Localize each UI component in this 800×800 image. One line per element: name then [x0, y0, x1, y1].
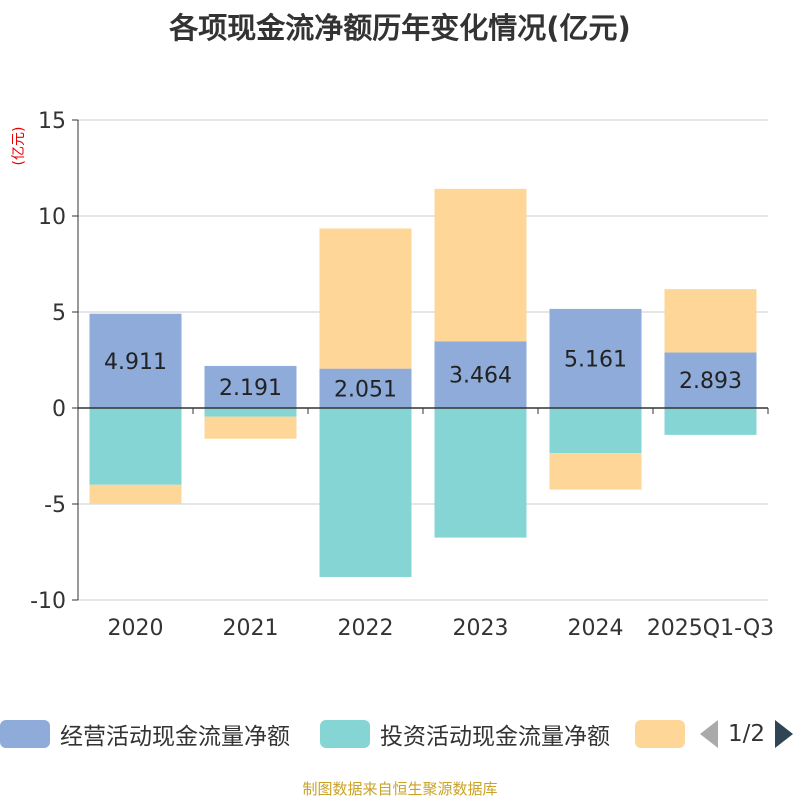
y-tick-label: 15	[38, 109, 66, 134]
x-tick-label: 2024	[568, 616, 624, 641]
bar-data-label: 4.911	[104, 350, 167, 375]
bar-operating-2024	[549, 308, 642, 408]
bar-investing-2020	[89, 408, 182, 485]
x-tick-label: 2025Q1-Q3	[647, 616, 774, 641]
bar-financing-2021	[204, 416, 297, 439]
bar-data-label: 5.161	[564, 347, 627, 372]
bar-financing-2022	[319, 228, 412, 369]
chart-canvas: 15 10 5 0 -5 -10 4.911 2.191 2.051 3.464 5.161 2.89…	[30, 109, 774, 641]
x-tick-label: 2023	[453, 616, 509, 641]
legend-next-page-icon[interactable]	[775, 720, 794, 748]
bar-financing-2024	[549, 453, 642, 490]
bar-operating-2023	[434, 341, 527, 408]
legend-swatch-operating	[0, 720, 50, 748]
legend-pager: 1/2	[700, 712, 794, 756]
bar-investing-2025Q1-Q3	[664, 408, 757, 435]
bar-financing-2020	[89, 484, 182, 504]
bar-investing-2021	[204, 408, 297, 417]
legend: 经营活动现金流量净额 投资活动现金流量净额 1/2	[0, 712, 800, 756]
bar-investing-2022	[319, 408, 412, 577]
y-tick-label: -10	[30, 589, 66, 614]
y-tick-label: -5	[44, 493, 66, 518]
bar-operating-2020	[89, 313, 182, 408]
x-tick-label: 2020	[108, 616, 164, 641]
legend-swatch-financing	[635, 720, 685, 748]
y-tick-label: 5	[52, 301, 66, 326]
bar-investing-2023	[434, 408, 527, 538]
bar-operating-2021	[204, 365, 297, 408]
data-source-note: 制图数据来自恒生聚源数据库	[302, 780, 498, 798]
x-tick-label: 2022	[338, 616, 394, 641]
legend-page-indicator: 1/2	[728, 721, 766, 747]
legend-swatch-investing	[320, 720, 370, 748]
bar-data-label: 3.464	[449, 364, 512, 389]
legend-item-financing[interactable]	[635, 712, 685, 756]
legend-item-investing[interactable]: 投资活动现金流量净额	[320, 712, 610, 756]
bar-financing-2025Q1-Q3	[664, 289, 757, 353]
bar-financing-2023	[434, 188, 527, 342]
legend-prev-page-icon[interactable]	[700, 720, 718, 748]
legend-label-operating: 经营活动现金流量净额	[60, 724, 290, 750]
bar-data-label: 2.893	[679, 369, 742, 394]
bar-data-label: 2.051	[334, 377, 397, 402]
bar-data-label: 2.191	[219, 376, 282, 401]
legend-item-operating[interactable]: 经营活动现金流量净额	[0, 712, 290, 756]
bar-operating-2025Q1-Q3	[664, 352, 757, 408]
y-tick-label: 10	[38, 205, 66, 230]
chart-title: 各项现金流净额历年变化情况(亿元)	[169, 11, 631, 45]
bar-operating-2022	[319, 368, 412, 408]
x-tick-label: 2021	[223, 616, 279, 641]
y-tick-label: 0	[52, 397, 66, 422]
bar-investing-2024	[549, 408, 642, 454]
legend-label-investing: 投资活动现金流量净额	[380, 724, 610, 750]
